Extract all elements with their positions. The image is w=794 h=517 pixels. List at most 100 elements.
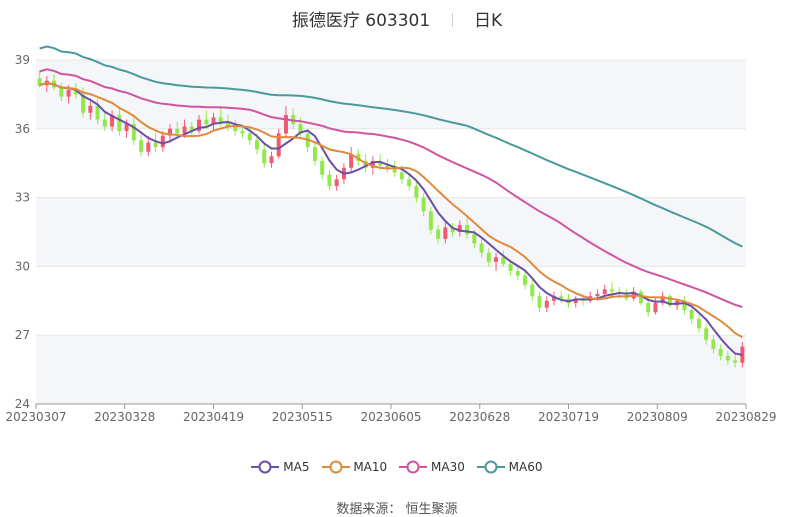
ma10-line — [39, 81, 743, 339]
candle — [544, 300, 549, 308]
candle — [682, 300, 687, 310]
candle — [59, 87, 64, 97]
x-tick-label: 20230515 — [272, 410, 333, 424]
candle — [523, 275, 528, 285]
legend-label: MA30 — [431, 460, 465, 474]
legend-item-ma30[interactable]: MA30 — [399, 459, 465, 475]
ma60-line — [39, 45, 743, 248]
candle — [88, 105, 93, 113]
legend-marker-icon — [476, 460, 505, 474]
candle — [298, 124, 303, 134]
candle — [465, 225, 470, 235]
candle — [457, 225, 462, 232]
candle — [233, 126, 238, 132]
candle — [312, 147, 317, 161]
candle — [718, 348, 723, 356]
legend-label: MA10 — [353, 460, 388, 474]
candle — [378, 160, 383, 166]
candle — [486, 252, 491, 262]
candle — [334, 179, 339, 187]
candle — [443, 227, 448, 239]
candle — [254, 140, 259, 150]
candle — [146, 142, 151, 152]
candle — [559, 296, 564, 299]
candle — [660, 296, 665, 304]
y-tick-label: 30 — [15, 259, 30, 273]
candle — [530, 284, 535, 297]
y-tick-label: 39 — [15, 53, 30, 67]
stock-name: 振德医疗 — [291, 11, 360, 31]
legend-item-ma60[interactable]: MA60 — [476, 459, 543, 475]
candle — [197, 119, 202, 132]
candle — [653, 303, 658, 313]
candle — [414, 186, 419, 198]
candle — [392, 167, 397, 173]
candle — [168, 128, 173, 136]
candle — [370, 160, 375, 168]
candle — [349, 154, 354, 168]
candle — [595, 293, 600, 297]
data-source: 数据来源： 恒生聚源 — [336, 502, 458, 517]
candle — [211, 117, 216, 125]
candle — [110, 115, 115, 127]
candle — [385, 165, 390, 168]
x-tick-label: 20230719 — [538, 410, 599, 424]
candle — [436, 229, 441, 239]
candle — [501, 257, 506, 265]
ma5-line — [39, 81, 743, 356]
candle — [494, 257, 499, 262]
candle — [646, 303, 651, 313]
candle — [66, 89, 71, 97]
legend-label: MA60 — [508, 460, 543, 474]
candle — [638, 291, 643, 304]
y-tick-label: 24 — [15, 397, 30, 411]
candle — [552, 296, 557, 301]
candle — [182, 126, 187, 134]
grid-band — [36, 335, 746, 404]
chart-title: 振德医疗 603301 日K — [0, 6, 794, 31]
y-tick-label: 36 — [15, 122, 30, 136]
candle — [160, 135, 165, 148]
candle — [327, 174, 332, 187]
candle — [537, 296, 542, 308]
candle — [204, 119, 209, 125]
x-tick-label: 20230328 — [94, 410, 155, 424]
candle — [421, 197, 426, 212]
candle — [218, 117, 223, 122]
candle — [320, 160, 325, 175]
candle — [240, 131, 245, 134]
legend-label: MA5 — [283, 460, 310, 474]
candle — [102, 119, 107, 127]
x-tick-label: 20230829 — [715, 410, 776, 424]
legend-item-ma5[interactable]: MA5 — [251, 459, 310, 475]
candle — [573, 298, 578, 304]
candle — [139, 140, 144, 152]
candle — [428, 211, 433, 230]
candle — [704, 328, 709, 340]
legend-item-ma10[interactable]: MA10 — [321, 459, 388, 475]
x-tick-label: 20230419 — [183, 410, 244, 424]
period-label: 日K — [473, 11, 503, 31]
candle — [711, 339, 716, 349]
candle — [189, 126, 194, 132]
legend-marker-icon — [321, 460, 350, 474]
candle — [262, 149, 267, 164]
x-tick-label: 20230809 — [627, 410, 688, 424]
x-tick-label: 20230605 — [360, 410, 421, 424]
candle — [399, 172, 404, 180]
candle — [269, 156, 274, 164]
candle — [247, 133, 252, 141]
candle — [515, 270, 520, 276]
candle — [283, 115, 288, 134]
candle — [131, 124, 136, 141]
candle — [450, 227, 455, 232]
candle — [175, 128, 180, 134]
candle — [37, 78, 42, 86]
candle — [73, 89, 78, 95]
x-tick-label: 20230628 — [449, 410, 510, 424]
grid-band — [36, 60, 746, 129]
candle — [667, 296, 672, 306]
candle — [725, 355, 730, 361]
x-tick-label: 20230307 — [5, 410, 66, 424]
